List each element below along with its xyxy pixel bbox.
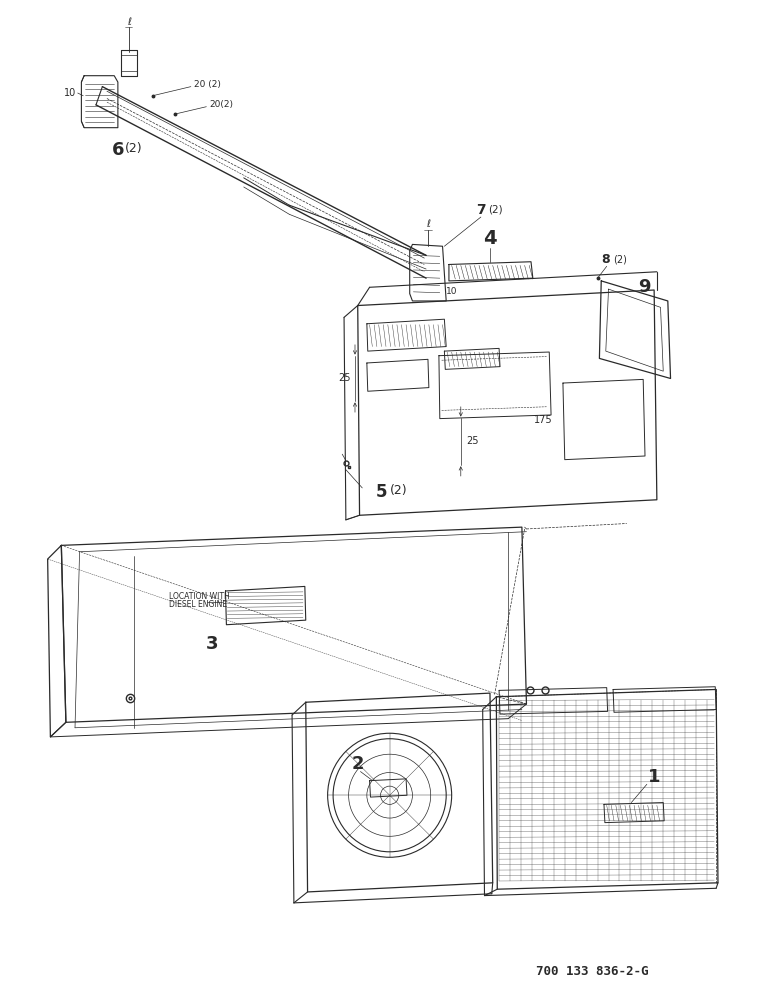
Text: 3: 3	[205, 635, 218, 653]
Text: (2): (2)	[390, 484, 408, 497]
Text: 2: 2	[351, 755, 364, 773]
Text: DIESEL ENGINE: DIESEL ENGINE	[169, 600, 227, 609]
Text: (2): (2)	[125, 142, 143, 155]
Text: ℓ: ℓ	[426, 219, 430, 229]
Text: 5: 5	[376, 483, 388, 501]
Text: 10: 10	[446, 287, 458, 296]
Text: 8: 8	[601, 253, 610, 266]
Text: 9: 9	[638, 278, 650, 296]
Text: 1: 1	[648, 768, 660, 786]
Text: 6: 6	[111, 141, 124, 159]
Text: 7: 7	[476, 203, 486, 217]
Text: 10: 10	[64, 88, 76, 98]
Text: 25: 25	[338, 373, 350, 383]
Text: 20(2): 20(2)	[209, 100, 233, 109]
Text: ℓ: ℓ	[127, 17, 130, 27]
Text: (2): (2)	[488, 205, 503, 215]
Text: 4: 4	[483, 229, 496, 248]
Text: (2): (2)	[613, 255, 627, 265]
Text: 700 133 836-2-G: 700 133 836-2-G	[536, 965, 648, 978]
Text: 20 (2): 20 (2)	[194, 80, 221, 89]
Text: 25: 25	[466, 436, 479, 446]
Text: LOCATION WITH: LOCATION WITH	[169, 592, 230, 601]
Text: 175: 175	[533, 415, 553, 425]
